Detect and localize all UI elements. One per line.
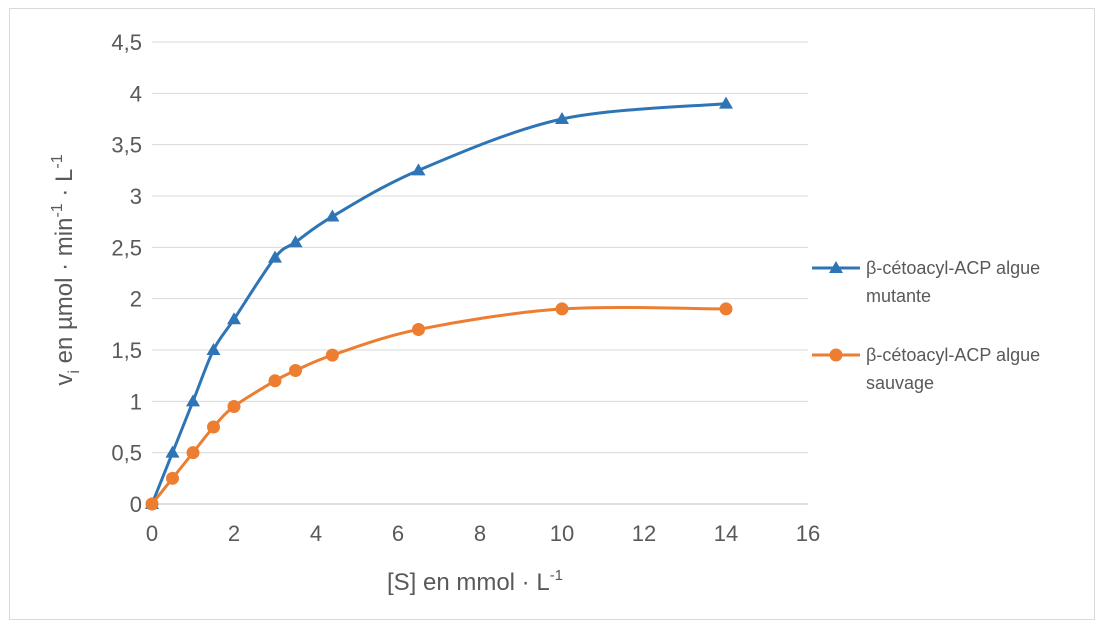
data-point-sauvage [145, 497, 159, 511]
y-tick-label: 1 [130, 389, 142, 414]
legend: β-cétoacyl-ACP algue mutante β-cétoacyl-… [812, 258, 1040, 393]
y-tick-label: 4 [130, 81, 142, 106]
legend-label-sauvage-line2: sauvage [866, 373, 934, 393]
y-tick-label: 2 [130, 287, 142, 312]
legend-label-mutante-line2: mutante [866, 286, 931, 306]
y-tick-label: 4,5 [111, 30, 142, 55]
y-tick-label: 2,5 [111, 235, 142, 260]
data-point-mutante [719, 96, 733, 109]
x-tick-label: 6 [392, 521, 404, 546]
y-tick-labels: 0 0,5 1 1,5 2 2,5 3 3,5 4 4,5 [111, 30, 142, 517]
data-point-sauvage [555, 302, 569, 316]
data-point-mutante [227, 312, 241, 325]
x-tick-labels: 0 2 4 6 8 10 12 14 16 [146, 521, 820, 546]
x-tick-label: 16 [796, 521, 820, 546]
data-point-sauvage [268, 374, 282, 388]
data-point-sauvage [412, 322, 425, 336]
data-point-mutante [411, 163, 426, 176]
x-tick-label: 14 [714, 521, 738, 546]
y-tick-label: 3 [130, 184, 142, 209]
y-tick-label: 0 [130, 492, 142, 517]
legend-item-mutante: β-cétoacyl-ACP algue mutante [812, 258, 1040, 306]
data-point-mutante [325, 209, 340, 222]
data-point-sauvage [289, 364, 302, 378]
y-tick-label: 1,5 [111, 338, 142, 363]
y-tick-label: 0,5 [111, 441, 142, 466]
legend-label-mutante-line1: β-cétoacyl-ACP algue [866, 258, 1040, 278]
data-point-sauvage [719, 302, 733, 316]
data-point-mutante [268, 250, 282, 263]
x-tick-label: 10 [550, 521, 574, 546]
x-tick-label: 12 [632, 521, 656, 546]
x-tick-label: 4 [310, 521, 322, 546]
data-point-mutante [288, 235, 303, 248]
x-tick-label: 0 [146, 521, 158, 546]
y-tick-label: 3,5 [111, 133, 142, 158]
data-point-sauvage [207, 420, 220, 434]
data-point-sauvage [166, 471, 179, 485]
series-group [145, 96, 733, 511]
legend-label-sauvage-line1: β-cétoacyl-ACP algue [866, 345, 1040, 365]
x-tick-label: 8 [474, 521, 486, 546]
data-point-sauvage [325, 348, 339, 362]
legend-triangle-marker [829, 261, 843, 273]
x-tick-label: 2 [228, 521, 240, 546]
data-point-mutante [165, 445, 180, 458]
data-point-sauvage [227, 399, 241, 413]
data-point-sauvage [186, 446, 200, 460]
x-axis-title: [S] en mmol · L-1 [387, 567, 563, 596]
legend-circle-marker [829, 348, 843, 362]
legend-item-sauvage: β-cétoacyl-ACP algue sauvage [812, 345, 1040, 393]
y-axis-title: vi en µmol · min-1 · L-1 [49, 154, 83, 385]
data-point-mutante [555, 112, 569, 124]
gridlines [152, 41, 808, 505]
series-line-mutante [150, 102, 727, 505]
chart-frame [9, 8, 1095, 620]
data-point-mutante [186, 394, 200, 407]
data-point-mutante [206, 343, 221, 355]
